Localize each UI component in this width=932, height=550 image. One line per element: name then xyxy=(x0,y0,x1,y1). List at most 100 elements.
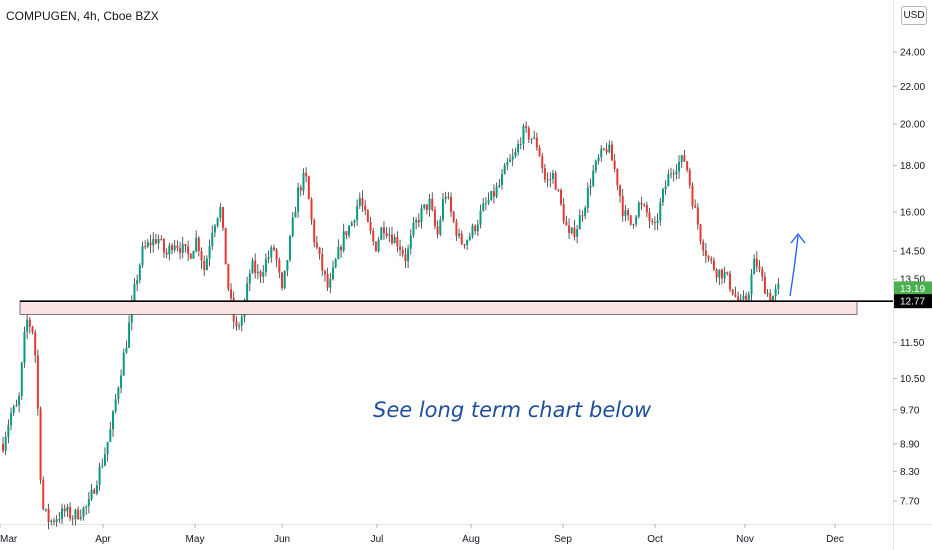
y-tick-label: 18.00 xyxy=(900,161,925,172)
candle xyxy=(428,193,431,217)
candle-body xyxy=(20,362,23,396)
candle-body xyxy=(23,331,26,363)
candle xyxy=(578,209,581,230)
candle-body xyxy=(412,222,415,236)
candle-body xyxy=(291,217,294,237)
candle xyxy=(141,241,144,268)
price-badge: 13.19 xyxy=(894,281,932,296)
candle xyxy=(731,289,734,296)
candle xyxy=(114,393,117,414)
candle xyxy=(777,278,780,295)
candle xyxy=(310,197,313,225)
candle-body xyxy=(474,225,477,232)
candle xyxy=(205,255,208,271)
candle xyxy=(680,154,683,168)
candle xyxy=(452,210,455,224)
candle xyxy=(538,145,541,157)
candle xyxy=(254,253,257,279)
candle xyxy=(554,170,557,190)
candle-body xyxy=(289,236,292,261)
y-tick-label: 24.00 xyxy=(900,48,925,59)
candle xyxy=(154,234,157,245)
candle-body xyxy=(248,273,251,284)
candle xyxy=(157,234,160,250)
candle xyxy=(763,272,766,294)
candle-body xyxy=(192,251,195,259)
candle-body xyxy=(731,289,734,295)
candle-body xyxy=(187,246,190,255)
price-axis[interactable]: 24.00 22.00 20.00 18.00 16.00 14.50 13.50 11.50… xyxy=(893,48,925,508)
candle xyxy=(734,286,737,298)
candle xyxy=(42,476,45,511)
candle xyxy=(482,197,485,212)
candle-body xyxy=(366,210,369,222)
candle xyxy=(77,506,80,521)
x-tick-label: Sep xyxy=(554,534,572,545)
candle-body xyxy=(678,161,681,172)
candle-body xyxy=(568,225,571,234)
candle xyxy=(374,241,377,252)
candle xyxy=(393,233,396,244)
candle xyxy=(372,227,375,246)
candle xyxy=(605,142,608,155)
candle xyxy=(627,208,630,221)
candle-body xyxy=(777,283,780,289)
candle-body xyxy=(729,273,732,290)
candle xyxy=(128,315,131,348)
time-axis[interactable]: Mar Apr May Jun Jul Aug Sep Oct Nov Dec xyxy=(0,524,844,545)
price-badge-label: 13.19 xyxy=(900,284,925,295)
candle xyxy=(106,441,109,462)
candle xyxy=(420,204,423,229)
candle-body xyxy=(4,437,7,451)
x-tick-label: Dec xyxy=(826,534,844,545)
candle xyxy=(436,220,439,239)
candle-body xyxy=(34,332,37,356)
candle xyxy=(315,236,318,250)
candle-body xyxy=(345,231,348,236)
candle xyxy=(152,232,155,253)
candle-body xyxy=(281,272,284,289)
candle-body xyxy=(120,375,123,388)
candle xyxy=(653,216,656,231)
candle-body xyxy=(329,279,332,288)
candle-body xyxy=(63,508,66,512)
candle xyxy=(503,162,506,175)
candle xyxy=(348,224,351,238)
candle xyxy=(621,188,624,222)
candle xyxy=(619,184,622,203)
plot-area[interactable] xyxy=(0,0,893,524)
candle-body xyxy=(428,198,431,210)
candle xyxy=(10,407,13,431)
candle-body xyxy=(109,429,112,442)
candle-body xyxy=(399,246,402,250)
candle xyxy=(584,205,587,220)
candle xyxy=(256,264,259,280)
candle-body xyxy=(533,137,536,139)
candle xyxy=(506,157,509,171)
candle xyxy=(294,206,297,218)
candle xyxy=(267,250,270,264)
candle xyxy=(176,240,179,252)
candle-body xyxy=(181,244,184,253)
candle xyxy=(527,125,530,144)
candle-body xyxy=(718,269,721,278)
candle-body xyxy=(747,294,750,301)
candle xyxy=(484,196,487,211)
candle-body xyxy=(382,227,385,234)
candle xyxy=(251,257,254,274)
candle xyxy=(87,492,90,514)
candle-body xyxy=(608,144,611,153)
candle-body xyxy=(651,221,654,223)
candle-body xyxy=(723,272,726,279)
candle-body xyxy=(74,509,77,520)
candle-body xyxy=(680,155,683,162)
candle-body xyxy=(576,229,579,237)
candle-body xyxy=(707,256,710,259)
candle-body xyxy=(125,347,128,353)
candle xyxy=(101,458,104,469)
currency-button[interactable]: USD xyxy=(901,6,927,25)
candle-body xyxy=(101,465,104,467)
candle xyxy=(635,214,638,227)
candle xyxy=(79,509,82,521)
